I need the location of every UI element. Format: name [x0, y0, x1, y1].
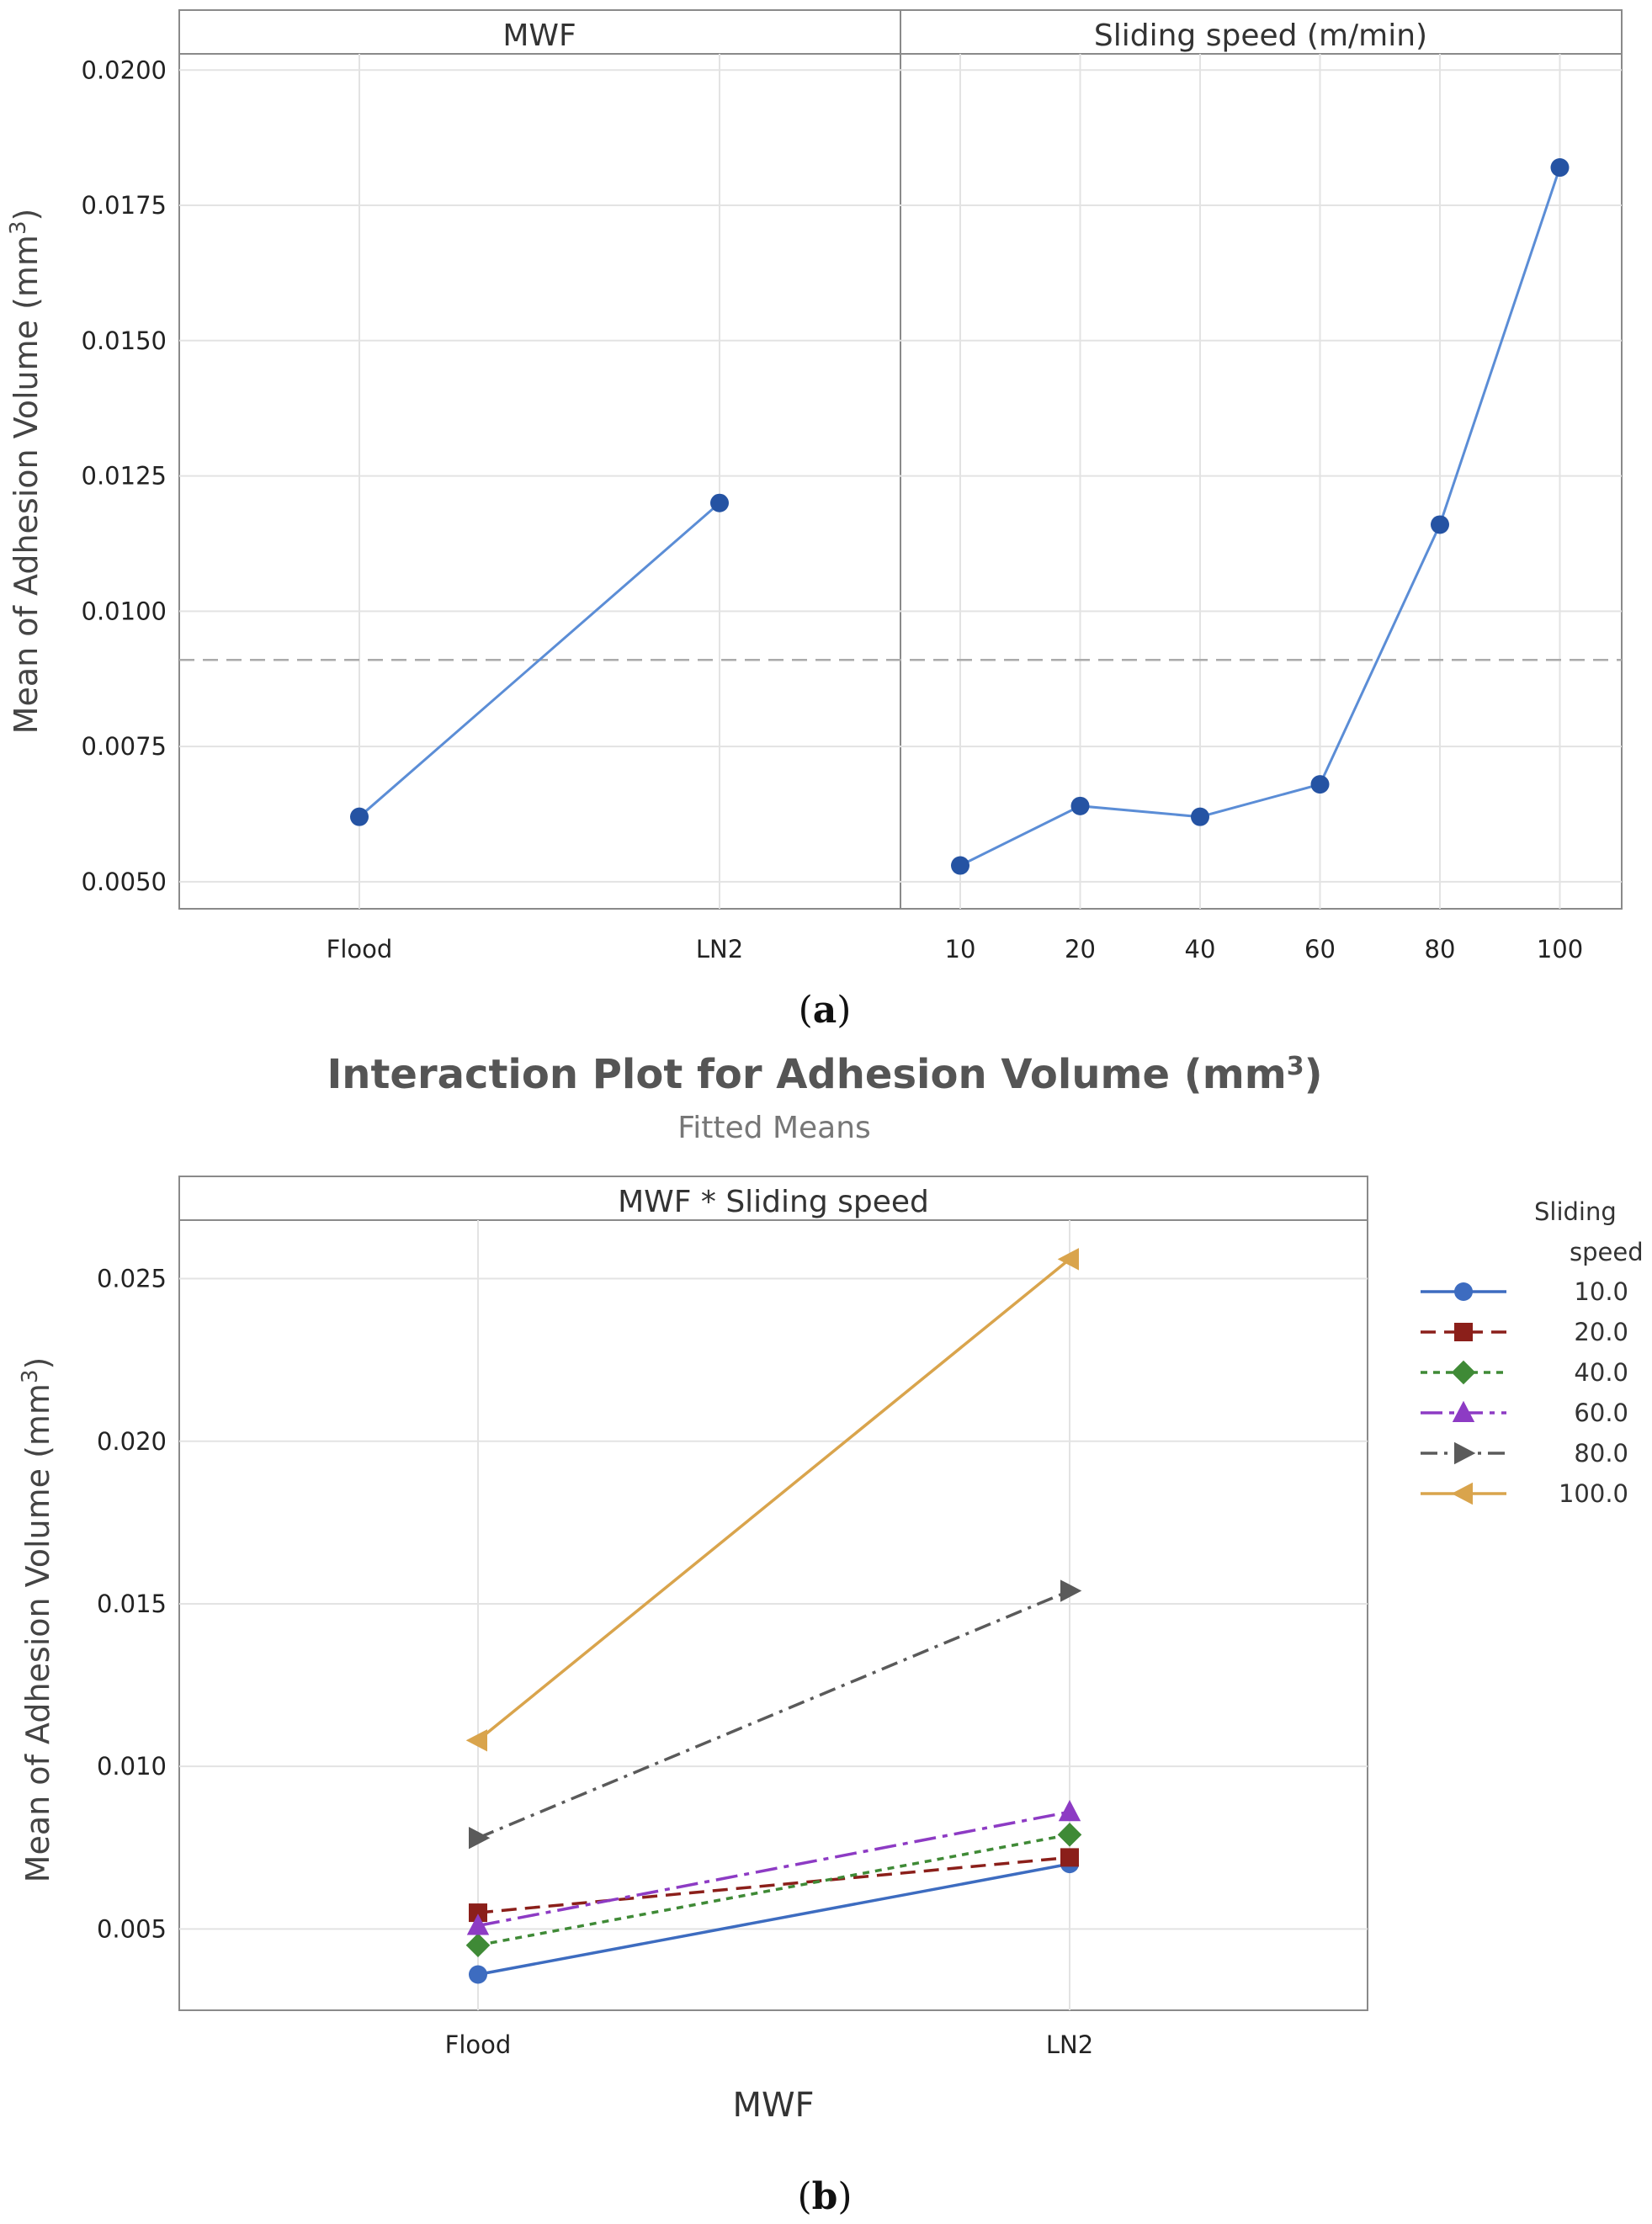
chart-a-x-tick-mwf: LN2 — [696, 935, 743, 963]
interaction-line-10.0 — [477, 1862, 1070, 1977]
chart-b-y-tick-label: 0.010 — [97, 1752, 167, 1781]
interaction-point-60.0 — [466, 1913, 490, 1935]
legend-marker-100.0 — [1451, 1482, 1473, 1505]
strip-sliding-speed: Sliding speed (m/min) — [1094, 19, 1427, 53]
chart-b-legend: Sliding speed 10.0 20.0 40.0 60.0 80.0 100.0 — [1421, 1197, 1644, 1508]
main-effect-point-mwf — [350, 807, 369, 826]
chart-a-x-tick-speed: 40 — [1185, 935, 1216, 963]
chart-b-title: Interaction Plot for Adhesion Volume (mm… — [327, 1051, 1322, 1098]
chart-a-y-tick-label: 0.0150 — [82, 326, 167, 355]
interaction-point-80.0 — [469, 1826, 491, 1850]
legend-label-80.0: 80.0 — [1574, 1439, 1628, 1468]
chart-a-y-tick-label: 0.0200 — [82, 56, 167, 84]
chart-a-y-tick-label: 0.0050 — [82, 868, 167, 896]
interaction-point-10.0 — [469, 1965, 487, 1984]
legend-label-20.0: 20.0 — [1574, 1318, 1628, 1346]
chart-a-y-tick-label: 0.0175 — [82, 191, 167, 220]
chart-a-x-tick-labels: Flood LN2 10 20 40 60 80 100 — [327, 935, 1584, 963]
legend-items: 10.0 20.0 40.0 60.0 80.0 100.0 — [1421, 1277, 1628, 1508]
chart-a-x-tick-speed: 80 — [1425, 935, 1456, 963]
panel-a-caption: (a) — [799, 989, 852, 1032]
legend-label-40.0: 40.0 — [1574, 1358, 1628, 1387]
chart-b-y-axis-label: Mean of Adhesion Volume (mm3) — [18, 1357, 56, 1883]
main-effect-point-speed — [1070, 796, 1090, 815]
interaction-point-60.0 — [1058, 1799, 1081, 1822]
chart-a: MWF Sliding speed (m/min) 0.00500.00750.… — [6, 9, 1623, 1032]
legend-marker-60.0 — [1452, 1400, 1475, 1422]
main-effect-point-speed — [1191, 807, 1209, 826]
legend-label-60.0: 60.0 — [1574, 1399, 1628, 1427]
main-effect-point-speed — [1431, 515, 1449, 534]
interaction-point-20.0 — [1060, 1848, 1079, 1867]
chart-a-series — [350, 158, 1570, 875]
chart-b-x-axis-label: MWF — [732, 2086, 814, 2125]
main-effect-point-speed — [1550, 158, 1570, 178]
chart-b: Interaction Plot for Adhesion Volume (mm… — [18, 1051, 1644, 2218]
interaction-line-20.0 — [477, 1855, 1070, 1914]
main-effect-line-speed — [959, 167, 1561, 867]
legend-marker-10.0 — [1454, 1282, 1473, 1301]
interaction-point-80.0 — [1060, 1579, 1082, 1602]
legend-label-100.0: 100.0 — [1559, 1479, 1628, 1508]
chart-a-x-tick-speed: 10 — [945, 935, 976, 963]
interaction-point-20.0 — [469, 1903, 487, 1923]
legend-label-10.0: 10.0 — [1574, 1277, 1628, 1306]
chart-b-y-tick-label: 0.005 — [97, 1914, 167, 1943]
interaction-point-100.0 — [465, 1729, 487, 1752]
chart-b-x-tick-label: Flood — [445, 2030, 512, 2059]
chart-b-y-tick-labels: 0.005 0.010 0.015 0.020 0.025 — [97, 1265, 167, 1944]
chart-b-x-tick-label: LN2 — [1046, 2030, 1093, 2059]
chart-b-y-tick-label: 0.020 — [97, 1427, 167, 1456]
chart-b-series — [465, 1248, 1082, 1984]
chart-b-gridlines — [179, 1220, 1368, 2010]
chart-a-y-tick-label: 0.0125 — [82, 462, 167, 491]
legend-title-line1: Sliding — [1534, 1197, 1617, 1226]
chart-b-frame — [178, 1176, 1368, 2011]
interaction-line-60.0 — [477, 1810, 1070, 1928]
main-effect-point-speed — [951, 856, 969, 875]
chart-b-x-tick-labels: Flood LN2 — [445, 2030, 1093, 2059]
main-effect-line-mwf — [359, 502, 720, 818]
chart-a-x-tick-speed: 60 — [1304, 935, 1336, 963]
chart-b-y-tick-label: 0.025 — [97, 1265, 167, 1293]
chart-a-y-tick-labels: 0.0050 0.0075 0.0100 0.0125 0.0150 0.0175 0.02… — [82, 56, 167, 896]
legend-title-line2: speed — [1570, 1238, 1644, 1266]
chart-b-y-tick-label: 0.015 — [97, 1590, 167, 1618]
interaction-point-100.0 — [1057, 1248, 1079, 1271]
interaction-line-100.0 — [476, 1258, 1071, 1742]
panel-b-caption: (b) — [797, 2175, 852, 2218]
chart-a-x-tick-speed: 100 — [1537, 935, 1583, 963]
chart-a-x-tick-mwf: Flood — [327, 935, 393, 963]
chart-a-y-axis-label: Mean of Adhesion Volume (mm3) — [6, 209, 45, 735]
strip-mwf-sliding-speed: MWF * Sliding speed — [618, 1185, 929, 1219]
interaction-point-40.0 — [1057, 1823, 1082, 1847]
chart-b-subtitle: Fitted Means — [677, 1111, 871, 1145]
main-effect-point-speed — [1310, 775, 1330, 794]
interaction-point-40.0 — [465, 1933, 491, 1958]
chart-a-y-tick-label: 0.0100 — [82, 597, 167, 625]
legend-marker-20.0 — [1454, 1323, 1473, 1341]
legend-marker-80.0 — [1454, 1441, 1476, 1465]
legend-marker-40.0 — [1451, 1360, 1476, 1385]
strip-mwf: MWF — [502, 19, 576, 53]
interaction-line-80.0 — [477, 1589, 1070, 1839]
chart-a-x-tick-speed: 20 — [1065, 935, 1096, 963]
chart-a-y-tick-label: 0.0075 — [82, 732, 167, 761]
main-effect-point-mwf — [710, 493, 729, 512]
chart-a-gridlines — [179, 54, 1622, 909]
